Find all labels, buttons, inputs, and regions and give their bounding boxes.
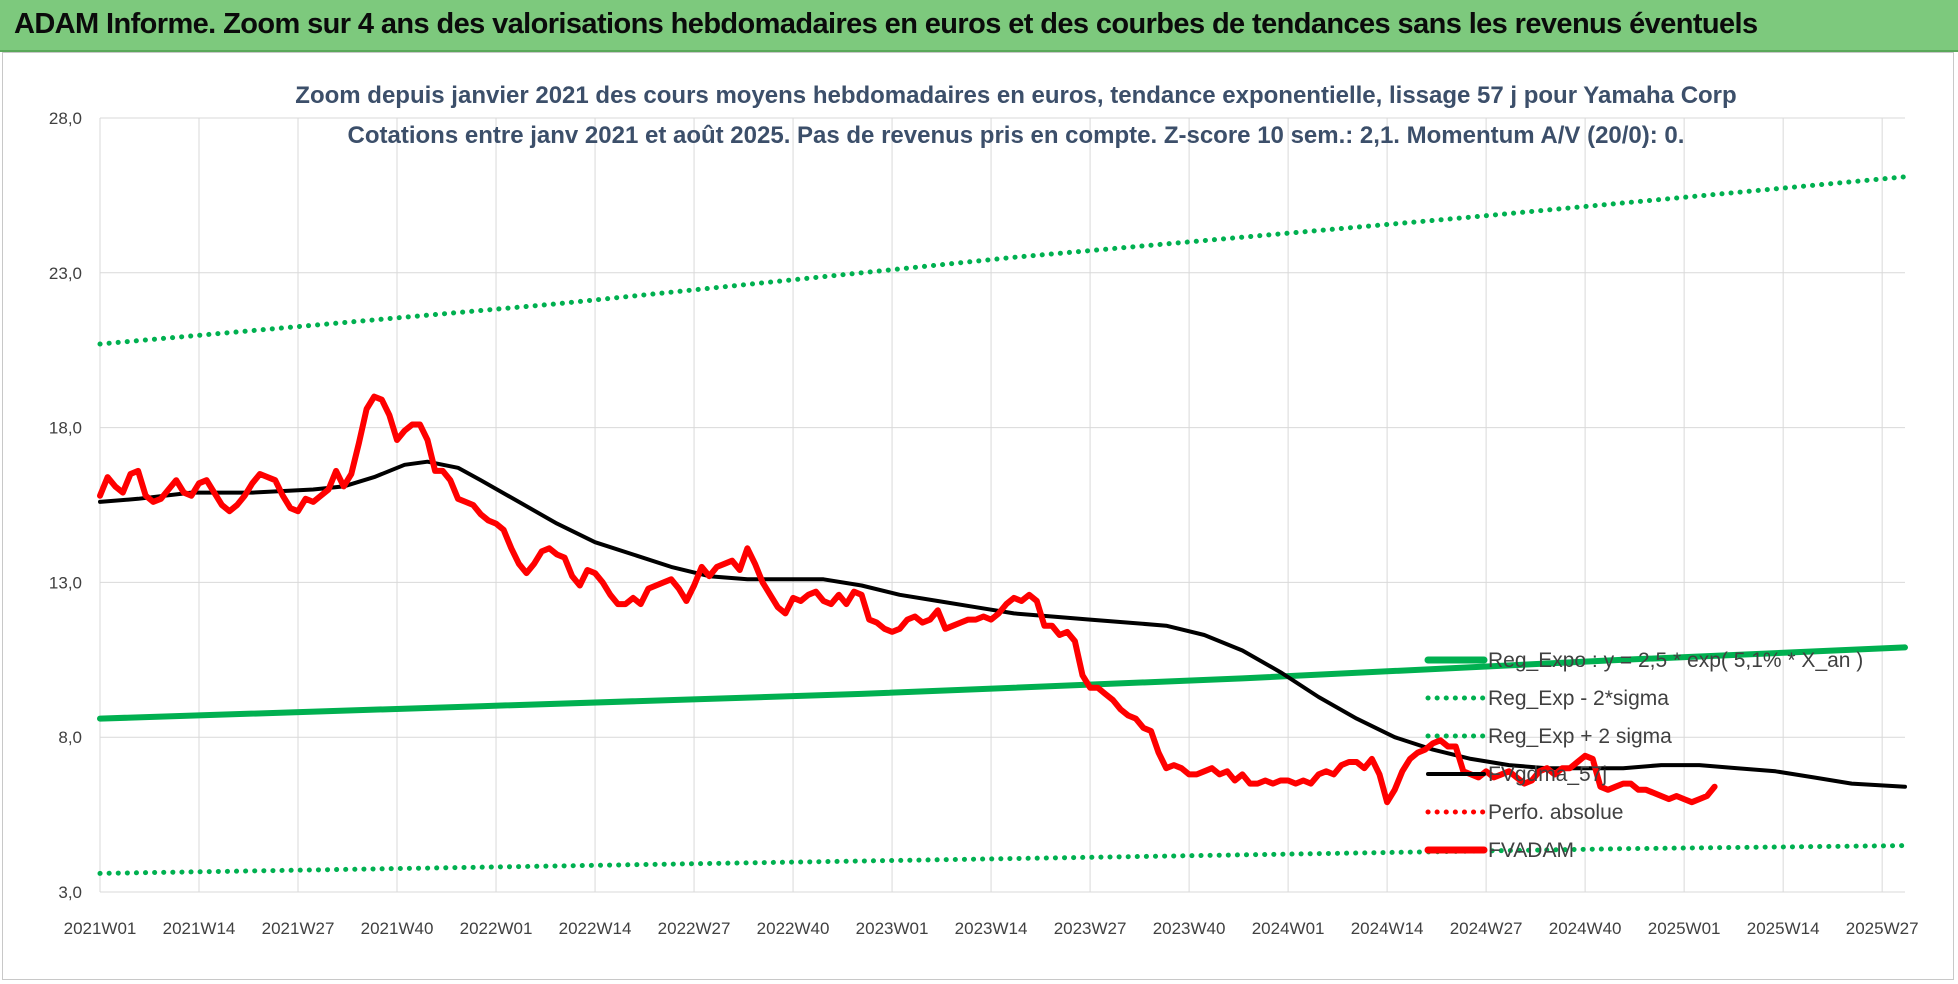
chart-title: Zoom depuis janvier 2021 des cours moyen…: [295, 82, 1736, 109]
x-tick-label: 2025W14: [1747, 919, 1820, 938]
grid: [99, 117, 1905, 893]
x-tick-label: 2023W01: [856, 919, 929, 938]
x-tick-label: 2021W27: [262, 919, 335, 938]
chart-frame: [2, 52, 1954, 980]
banner-title: ADAM Informe. Zoom sur 4 ans des valoris…: [14, 8, 1758, 40]
x-tick-label: 2021W01: [64, 919, 137, 938]
y-tick-label: 28,0: [49, 109, 82, 128]
series-line-reg-expo-y-2-5-exp-5-1-x-an: [97, 644, 1908, 722]
x-tick-label: 2021W40: [361, 919, 434, 938]
banner: ADAM Informe. Zoom sur 4 ans des valoris…: [0, 0, 1958, 52]
y-tick-label: 23,0: [49, 264, 82, 283]
x-tick-label: 2024W27: [1450, 919, 1523, 938]
y-tick-label: 18,0: [49, 419, 82, 438]
y-tick-label: 3,0: [58, 883, 82, 902]
legend: Reg_Expo : y = 2,5 * exp( 5,1% * X_an ) R…: [1424, 649, 1863, 862]
legend-label: Perfo. absolue: [1488, 801, 1623, 824]
legend-label: Reg_Exp - 2*sigma: [1488, 687, 1669, 710]
series: [97, 174, 1908, 876]
x-tick-label: 2024W40: [1549, 919, 1622, 938]
chart-subtitle: Cotations entre janv 2021 et août 2025. …: [348, 122, 1685, 149]
x-tick-label: 2021W14: [163, 919, 236, 938]
y-tick-label: 13,0: [49, 573, 82, 592]
x-tick-label: 2023W27: [1054, 919, 1127, 938]
x-tick-label: 2022W14: [559, 919, 632, 938]
series-line-fvgdma-57j: [98, 459, 1907, 789]
legend-label: FVADAM: [1488, 839, 1574, 862]
x-tick-label: 2023W40: [1153, 919, 1226, 938]
series-line-reg-exp-2-sigma: [97, 843, 1908, 876]
x-tick-label: 2025W01: [1648, 919, 1721, 938]
legend-label: Reg_Exp + 2 sigma: [1488, 725, 1672, 748]
x-tick-label: 2022W40: [757, 919, 830, 938]
x-tick-label: 2022W27: [658, 919, 731, 938]
series-line-fvadam: [97, 393, 1718, 806]
x-tick-label: 2024W01: [1252, 919, 1325, 938]
x-tick-label: 2024W14: [1351, 919, 1424, 938]
x-axis: 2021W01 2021W14 2021W27 2021W40 2022W01 2022W…: [64, 919, 1919, 938]
x-tick-label: 2023W14: [955, 919, 1028, 938]
x-tick-label: 2025W27: [1846, 919, 1919, 938]
y-axis: 3,0 8,0 13,0 18,0 23,0 28,0: [49, 109, 82, 902]
y-tick-label: 8,0: [58, 728, 82, 747]
x-tick-label: 2022W01: [460, 919, 533, 938]
legend-label: Reg_Expo : y = 2,5 * exp( 5,1% * X_an ): [1488, 649, 1863, 672]
legend-label: FVgdma_57j: [1488, 763, 1607, 786]
series-line-reg-exp-2-sigma: [97, 174, 1908, 347]
